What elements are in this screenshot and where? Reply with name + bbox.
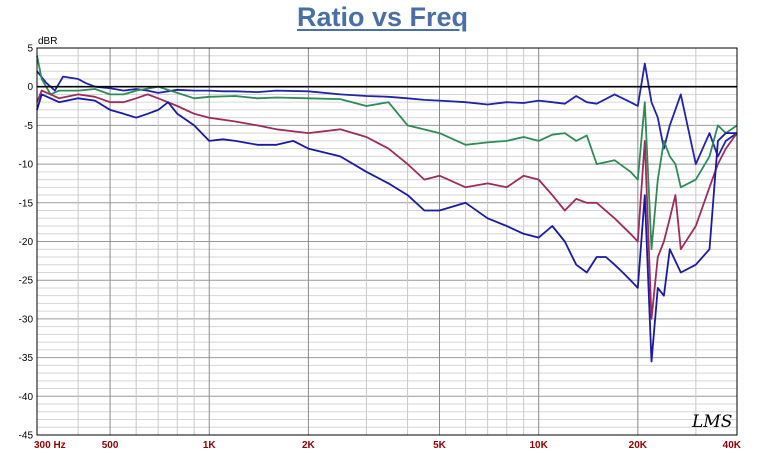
y-tick-label: -45 <box>19 431 34 442</box>
y-tick-label: -10 <box>19 160 34 171</box>
x-tick-label: 1K <box>203 440 217 451</box>
grid <box>37 47 737 436</box>
y-tick-label: -15 <box>19 198 34 209</box>
x-tick-labels: 300 Hz 500 1K 2K 5K 10K 20K 40K <box>34 440 742 451</box>
lms-logo: LMS <box>691 412 732 432</box>
series-group <box>36 55 738 363</box>
y-tick-label: 5 <box>27 44 33 55</box>
x-tick-label: 5K <box>433 440 447 451</box>
y-axis-label: dBR <box>38 36 57 47</box>
y-tick-label: -25 <box>19 276 34 287</box>
x-tick-label: 300 Hz <box>34 440 66 451</box>
chart-title: Ratio vs Freq <box>296 2 469 32</box>
x-tick-label: 20K <box>629 440 648 451</box>
y-tick-label: -20 <box>19 237 34 248</box>
plot-frame <box>36 47 738 436</box>
series-line-1 <box>36 62 738 166</box>
x-tick-label: 500 <box>102 440 119 451</box>
y-tick-label: -40 <box>19 392 34 403</box>
series-line-4 <box>36 93 737 363</box>
y-tick-labels: 5 0 -5 -10 -15 -20 -25 -30 -35 -40 -45 <box>19 44 34 442</box>
series-line-3 <box>36 89 738 320</box>
x-tick-label: 10K <box>529 440 548 451</box>
series-line-2 <box>36 55 738 251</box>
x-tick-label: 2K <box>302 440 316 451</box>
x-tick-label: 40K <box>723 440 742 451</box>
y-tick-label: 0 <box>27 82 33 93</box>
y-tick-label: -5 <box>24 121 33 132</box>
y-tick-label: -35 <box>19 353 34 364</box>
y-tick-label: -30 <box>19 314 34 325</box>
